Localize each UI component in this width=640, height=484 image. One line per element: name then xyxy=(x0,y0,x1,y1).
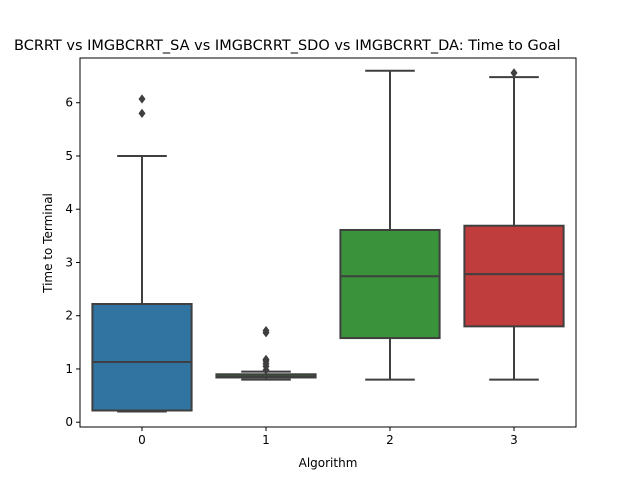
y-tick-label: 6 xyxy=(65,96,73,110)
x-tick-label: 1 xyxy=(262,433,270,447)
outlier-point xyxy=(138,108,146,119)
x-tick-label: 0 xyxy=(138,433,146,447)
chart-title: BCRRT vs IMGBCRRT_SA vs IMGBCRRT_SDO vs … xyxy=(14,38,560,54)
outlier-point xyxy=(138,94,146,104)
box-3 xyxy=(463,224,565,328)
y-tick-label: 3 xyxy=(65,255,73,269)
axes-frame xyxy=(79,57,577,428)
x-tick-label: 2 xyxy=(386,433,394,447)
y-tick-label: 4 xyxy=(65,202,73,216)
y-axis-label: Time to Terminal xyxy=(41,193,55,294)
y-tick-label: 0 xyxy=(65,415,73,429)
y-tick-label: 5 xyxy=(65,149,73,163)
outlier-point xyxy=(262,354,270,365)
y-tick-label: 1 xyxy=(65,362,73,376)
box-2 xyxy=(339,228,441,340)
plot-area: 0 1 2 3 4 5 6 0 1 2 3 xyxy=(65,57,577,447)
outlier-point xyxy=(262,325,270,336)
x-axis-label: Algorithm xyxy=(299,456,358,470)
box-0 xyxy=(91,303,193,412)
outlier-point xyxy=(510,68,518,78)
x-tick-label: 3 xyxy=(510,433,518,447)
y-tick-label: 2 xyxy=(65,309,73,323)
